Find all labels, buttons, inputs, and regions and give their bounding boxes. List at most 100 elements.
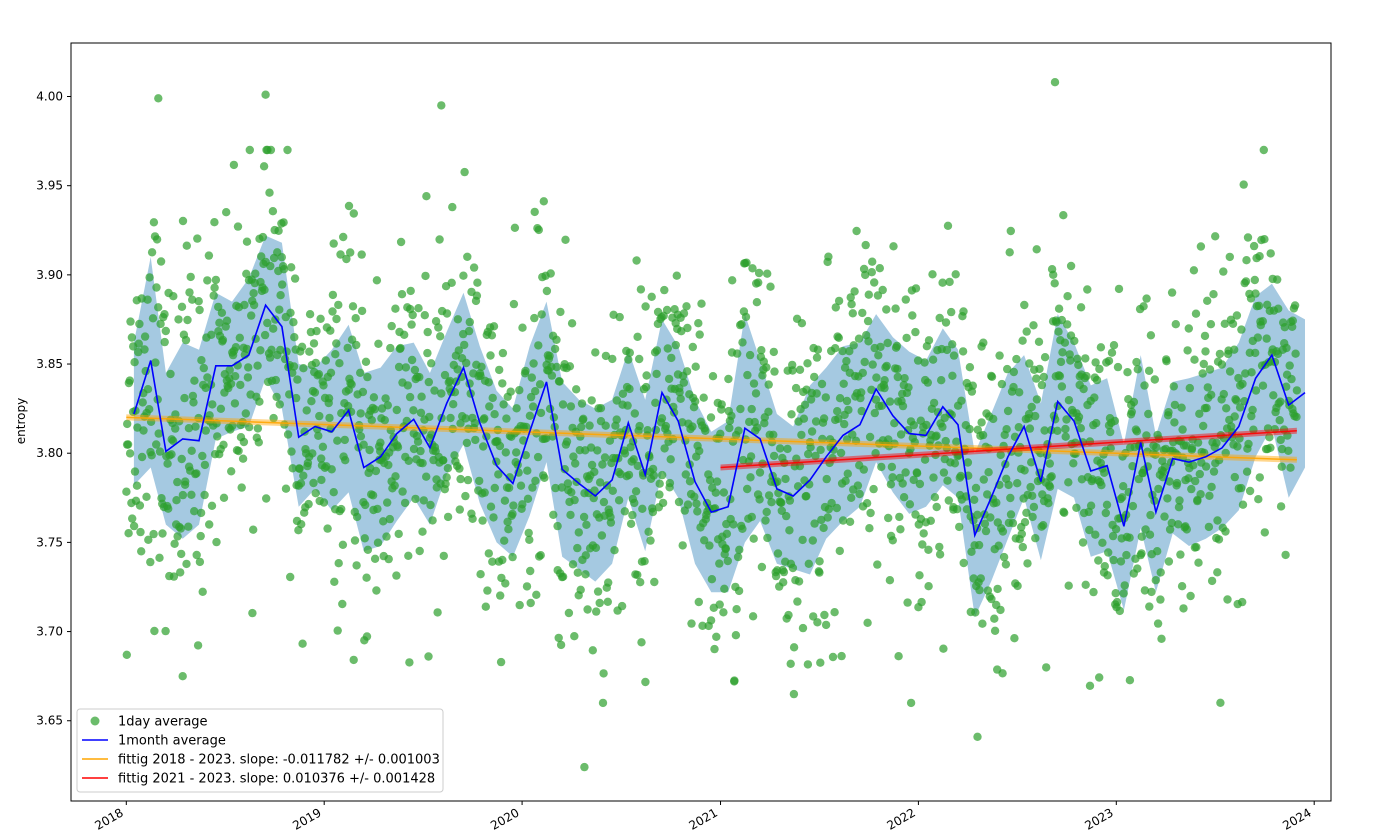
daily-point — [481, 602, 490, 611]
daily-point — [625, 348, 634, 357]
daily-point — [260, 285, 269, 294]
daily-point — [845, 347, 854, 356]
daily-point — [461, 491, 470, 501]
daily-point — [267, 345, 276, 354]
daily-point — [629, 455, 638, 464]
daily-point — [408, 310, 417, 320]
daily-point — [1092, 418, 1101, 428]
daily-point — [480, 414, 489, 423]
daily-point — [414, 304, 423, 313]
daily-point — [253, 424, 263, 433]
daily-point — [425, 412, 434, 422]
daily-point — [326, 326, 335, 335]
daily-point — [307, 397, 316, 406]
daily-point — [231, 372, 240, 381]
daily-point — [228, 421, 237, 430]
daily-point — [562, 437, 572, 446]
daily-point — [599, 497, 609, 507]
daily-point — [851, 436, 861, 445]
daily-point — [624, 355, 633, 364]
daily-point — [1050, 279, 1059, 288]
daily-point — [904, 383, 913, 392]
daily-point — [242, 344, 252, 354]
daily-point — [266, 145, 276, 155]
daily-point — [488, 557, 497, 566]
daily-point — [419, 496, 428, 505]
daily-point — [537, 310, 546, 319]
daily-point — [1199, 421, 1208, 431]
daily-point — [1195, 409, 1204, 418]
legend-box — [76, 708, 444, 793]
daily-point — [351, 314, 360, 323]
daily-point — [968, 381, 977, 390]
daily-point — [1283, 431, 1292, 440]
daily-point — [883, 338, 892, 348]
daily-point — [470, 418, 480, 428]
daily-point — [1020, 518, 1030, 527]
daily-point — [842, 356, 851, 366]
daily-point — [292, 393, 301, 403]
daily-point — [699, 393, 708, 402]
daily-point — [476, 570, 485, 579]
daily-point — [167, 450, 176, 459]
daily-point — [469, 263, 479, 272]
daily-point — [973, 732, 982, 741]
daily-point — [1251, 348, 1260, 358]
daily-point — [779, 578, 788, 587]
daily-point — [660, 444, 669, 453]
daily-point — [260, 330, 270, 340]
daily-point — [804, 449, 813, 459]
daily-point — [1026, 482, 1035, 492]
daily-point — [1201, 462, 1211, 471]
daily-point — [779, 567, 789, 577]
daily-point — [694, 319, 703, 328]
daily-point — [1196, 490, 1205, 499]
daily-point — [127, 333, 137, 342]
daily-point — [460, 167, 469, 177]
y-tick-label: 3.80 — [36, 446, 63, 460]
daily-point — [919, 529, 928, 538]
daily-point — [516, 481, 526, 490]
daily-point — [460, 340, 469, 350]
daily-point — [216, 404, 226, 413]
daily-point — [635, 354, 644, 364]
daily-point — [405, 658, 414, 667]
daily-point — [592, 607, 601, 616]
daily-point — [321, 356, 330, 365]
daily-point — [1113, 362, 1123, 372]
daily-point — [311, 489, 320, 498]
daily-point — [1003, 406, 1013, 416]
daily-point — [286, 308, 295, 317]
daily-point — [290, 333, 299, 342]
daily-point — [178, 672, 187, 681]
daily-point — [815, 557, 824, 566]
daily-point — [1104, 356, 1114, 366]
daily-point — [769, 430, 778, 439]
daily-point — [712, 632, 721, 641]
daily-point — [1153, 547, 1162, 556]
daily-point — [857, 406, 866, 416]
daily-point — [667, 353, 676, 363]
daily-point — [612, 396, 621, 405]
daily-point — [243, 373, 253, 382]
daily-point — [173, 532, 182, 541]
daily-point — [1059, 211, 1068, 220]
daily-point — [1194, 558, 1203, 567]
daily-point — [407, 355, 417, 365]
daily-point — [1064, 396, 1074, 405]
daily-point — [700, 536, 709, 545]
daily-point — [690, 492, 699, 501]
daily-point — [636, 578, 645, 587]
daily-point — [290, 274, 300, 283]
daily-point — [195, 557, 205, 567]
daily-point — [978, 430, 988, 440]
daily-point — [372, 276, 382, 285]
daily-point — [908, 311, 917, 320]
daily-point — [1183, 346, 1192, 355]
daily-point — [547, 371, 557, 380]
daily-point — [633, 461, 642, 471]
daily-point — [803, 359, 812, 368]
daily-point — [210, 218, 219, 227]
daily-point — [1263, 424, 1273, 433]
daily-point — [490, 483, 499, 493]
